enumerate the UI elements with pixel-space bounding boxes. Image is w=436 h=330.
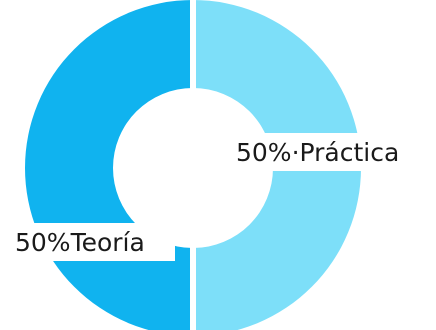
- slice-label-background-teoria: [10, 223, 175, 261]
- donut-slice-1: [25, 0, 193, 330]
- slice-separator: [190, 0, 196, 330]
- slice-label-practica: 50%·Práctica: [236, 138, 399, 167]
- slice-label-background-practica: [230, 133, 435, 171]
- slice-label-teoria: 50%Teoría: [15, 228, 145, 257]
